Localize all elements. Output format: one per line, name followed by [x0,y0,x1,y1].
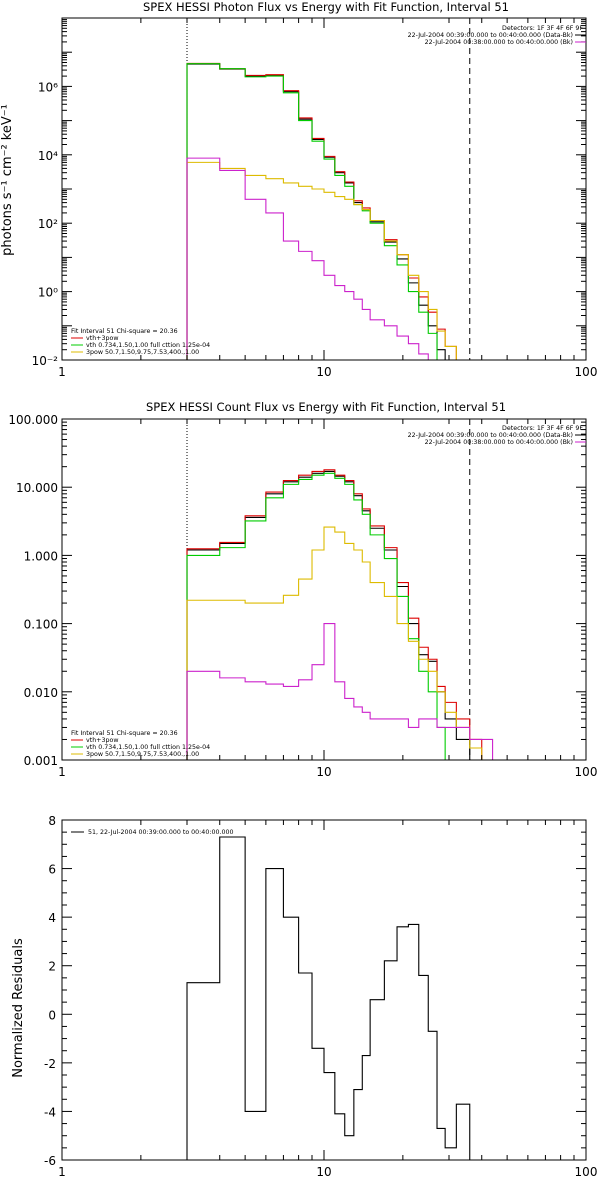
count-y-tick-label: 100.000 [8,413,58,427]
photon-y-axis-label: photons s⁻¹ cm⁻² keV⁻¹ [0,104,15,256]
photon-fit-header: Fit Interval 51 Chi-square = 20.36 [71,328,178,335]
count-series-total-fit [186,469,493,761]
photon-chart-title: SPEX HESSI Photon Flux vs Energy with Fi… [143,0,509,14]
count-y-tick-label: 0.010 [24,686,58,700]
count-detectors-label: Detectors: 1F 3F 4F 6F 9F [502,425,583,432]
count-time-bk: 22-Jul-2004 00:38:00.000 to 00:40:00.000… [425,439,573,446]
count-y-tick-label: 0.100 [24,618,58,632]
count-series-thermal-component [186,472,493,761]
count-y-tick-label: 0.001 [24,754,58,768]
residuals-legend: 51, 22-Jul-2004 00:39:00.000 to 00:40:00… [88,829,233,836]
count-x-tick-label: 1 [58,765,66,779]
residuals-y-tick-label: -6 [44,1154,56,1168]
count-fit-vth: vth 0.734,1.50,1.00 full cttion 1.25e-04 [86,744,210,751]
photon-series-group [186,18,482,361]
photon-detectors-label: Detectors: 1F 3F 4F 6F 9F [502,25,583,32]
photon-x-tick-label: 10 [316,365,331,379]
photon-y-tick-label: 10⁴ [38,149,58,163]
residuals-x-tick-label: 100 [575,1165,598,1179]
photon-x-tick-label: 100 [575,365,598,379]
count-series-power-law-component [186,526,493,761]
count-fit-3pow: 3pow 50.7,1.50,9.75,7.53,400.,1.00 [86,751,199,758]
count-time-data-bk: 22-Jul-2004 00:39:00.000 to 00:40:00.000… [408,432,573,439]
residuals-y-tick-label: 2 [48,960,56,974]
photon-fit-total: vth+3pow [86,335,118,342]
count-chart-title: SPEX HESSI Count Flux vs Energy with Fit… [146,400,506,414]
count-series-data-bk [186,470,493,761]
photon-time-data-bk: 22-Jul-2004 00:39:00.000 to 00:40:00.000… [408,32,573,39]
count-x-tick-label: 10 [316,765,331,779]
photon-series-total-fit [186,62,482,361]
residuals-y-axis-label: Normalized Residuals [11,938,26,1078]
residuals-y-tick-label: 6 [48,863,56,877]
count-series-group [186,419,494,761]
photon-y-tick-label: 10² [38,217,58,231]
photon-y-tick-label: 10⁻² [32,354,59,368]
photon-series-thermal-component [186,63,482,361]
photon-series-background [186,157,482,361]
count-x-tick-label: 100 [575,765,598,779]
residuals-series-group [186,836,482,1161]
photon-axes: 10⁻² 10⁰ 10² 10⁴ 10⁶ 1 10 100 [32,17,598,379]
photon-x-tick-label: 1 [58,365,66,379]
residuals-panel: Normalized Residuals -6 -4 -2 0 2 4 6 8 1 10 100 5… [11,814,597,1179]
residuals-axes: -6 -4 -2 0 2 4 6 8 1 10 100 [44,814,597,1179]
photon-fit-vth: vth 0.734,1.50,1.00 full cttion 1.25e-04 [86,342,210,349]
residuals-x-tick-label: 1 [58,1165,66,1179]
residuals-y-tick-label: 0 [48,1008,56,1022]
residuals-series [186,836,482,1161]
photon-series-power-law-component [186,161,482,361]
photon-fit-3pow: 3pow 50.7,1.50,9.75,7.53,400.,1.00 [86,349,199,356]
photon-y-tick-label: 10⁶ [38,80,58,94]
residuals-y-tick-label: 8 [48,814,56,828]
photon-plot-frame [61,17,587,361]
count-flux-panel: SPEX HESSI Count Flux vs Energy with Fit… [8,400,597,779]
count-axes: 0.001 0.010 0.100 1.000 10.000 100.000 1 10 100 [8,413,597,779]
residuals-x-tick-label: 10 [316,1165,331,1179]
count-plot-frame [61,418,587,761]
photon-time-bk: 22-Jul-2004 00:38:00.000 to 00:40:00.000… [425,39,573,46]
residuals-plot-frame [61,819,587,1161]
residuals-y-tick-label: 4 [48,911,56,925]
count-fit-total: vth+3pow [86,737,118,744]
residuals-y-tick-label: -4 [44,1105,56,1119]
photon-y-tick-label: 10⁰ [38,286,58,300]
count-fit-header: Fit Interval 51 Chi-square = 20.36 [71,730,178,737]
photon-flux-panel: SPEX HESSI Photon Flux vs Energy with Fi… [0,0,597,379]
residuals-y-tick-label: -2 [44,1057,56,1071]
count-series-background [186,623,494,760]
count-y-tick-label: 10.000 [16,481,58,495]
count-y-tick-label: 1.000 [24,549,58,563]
